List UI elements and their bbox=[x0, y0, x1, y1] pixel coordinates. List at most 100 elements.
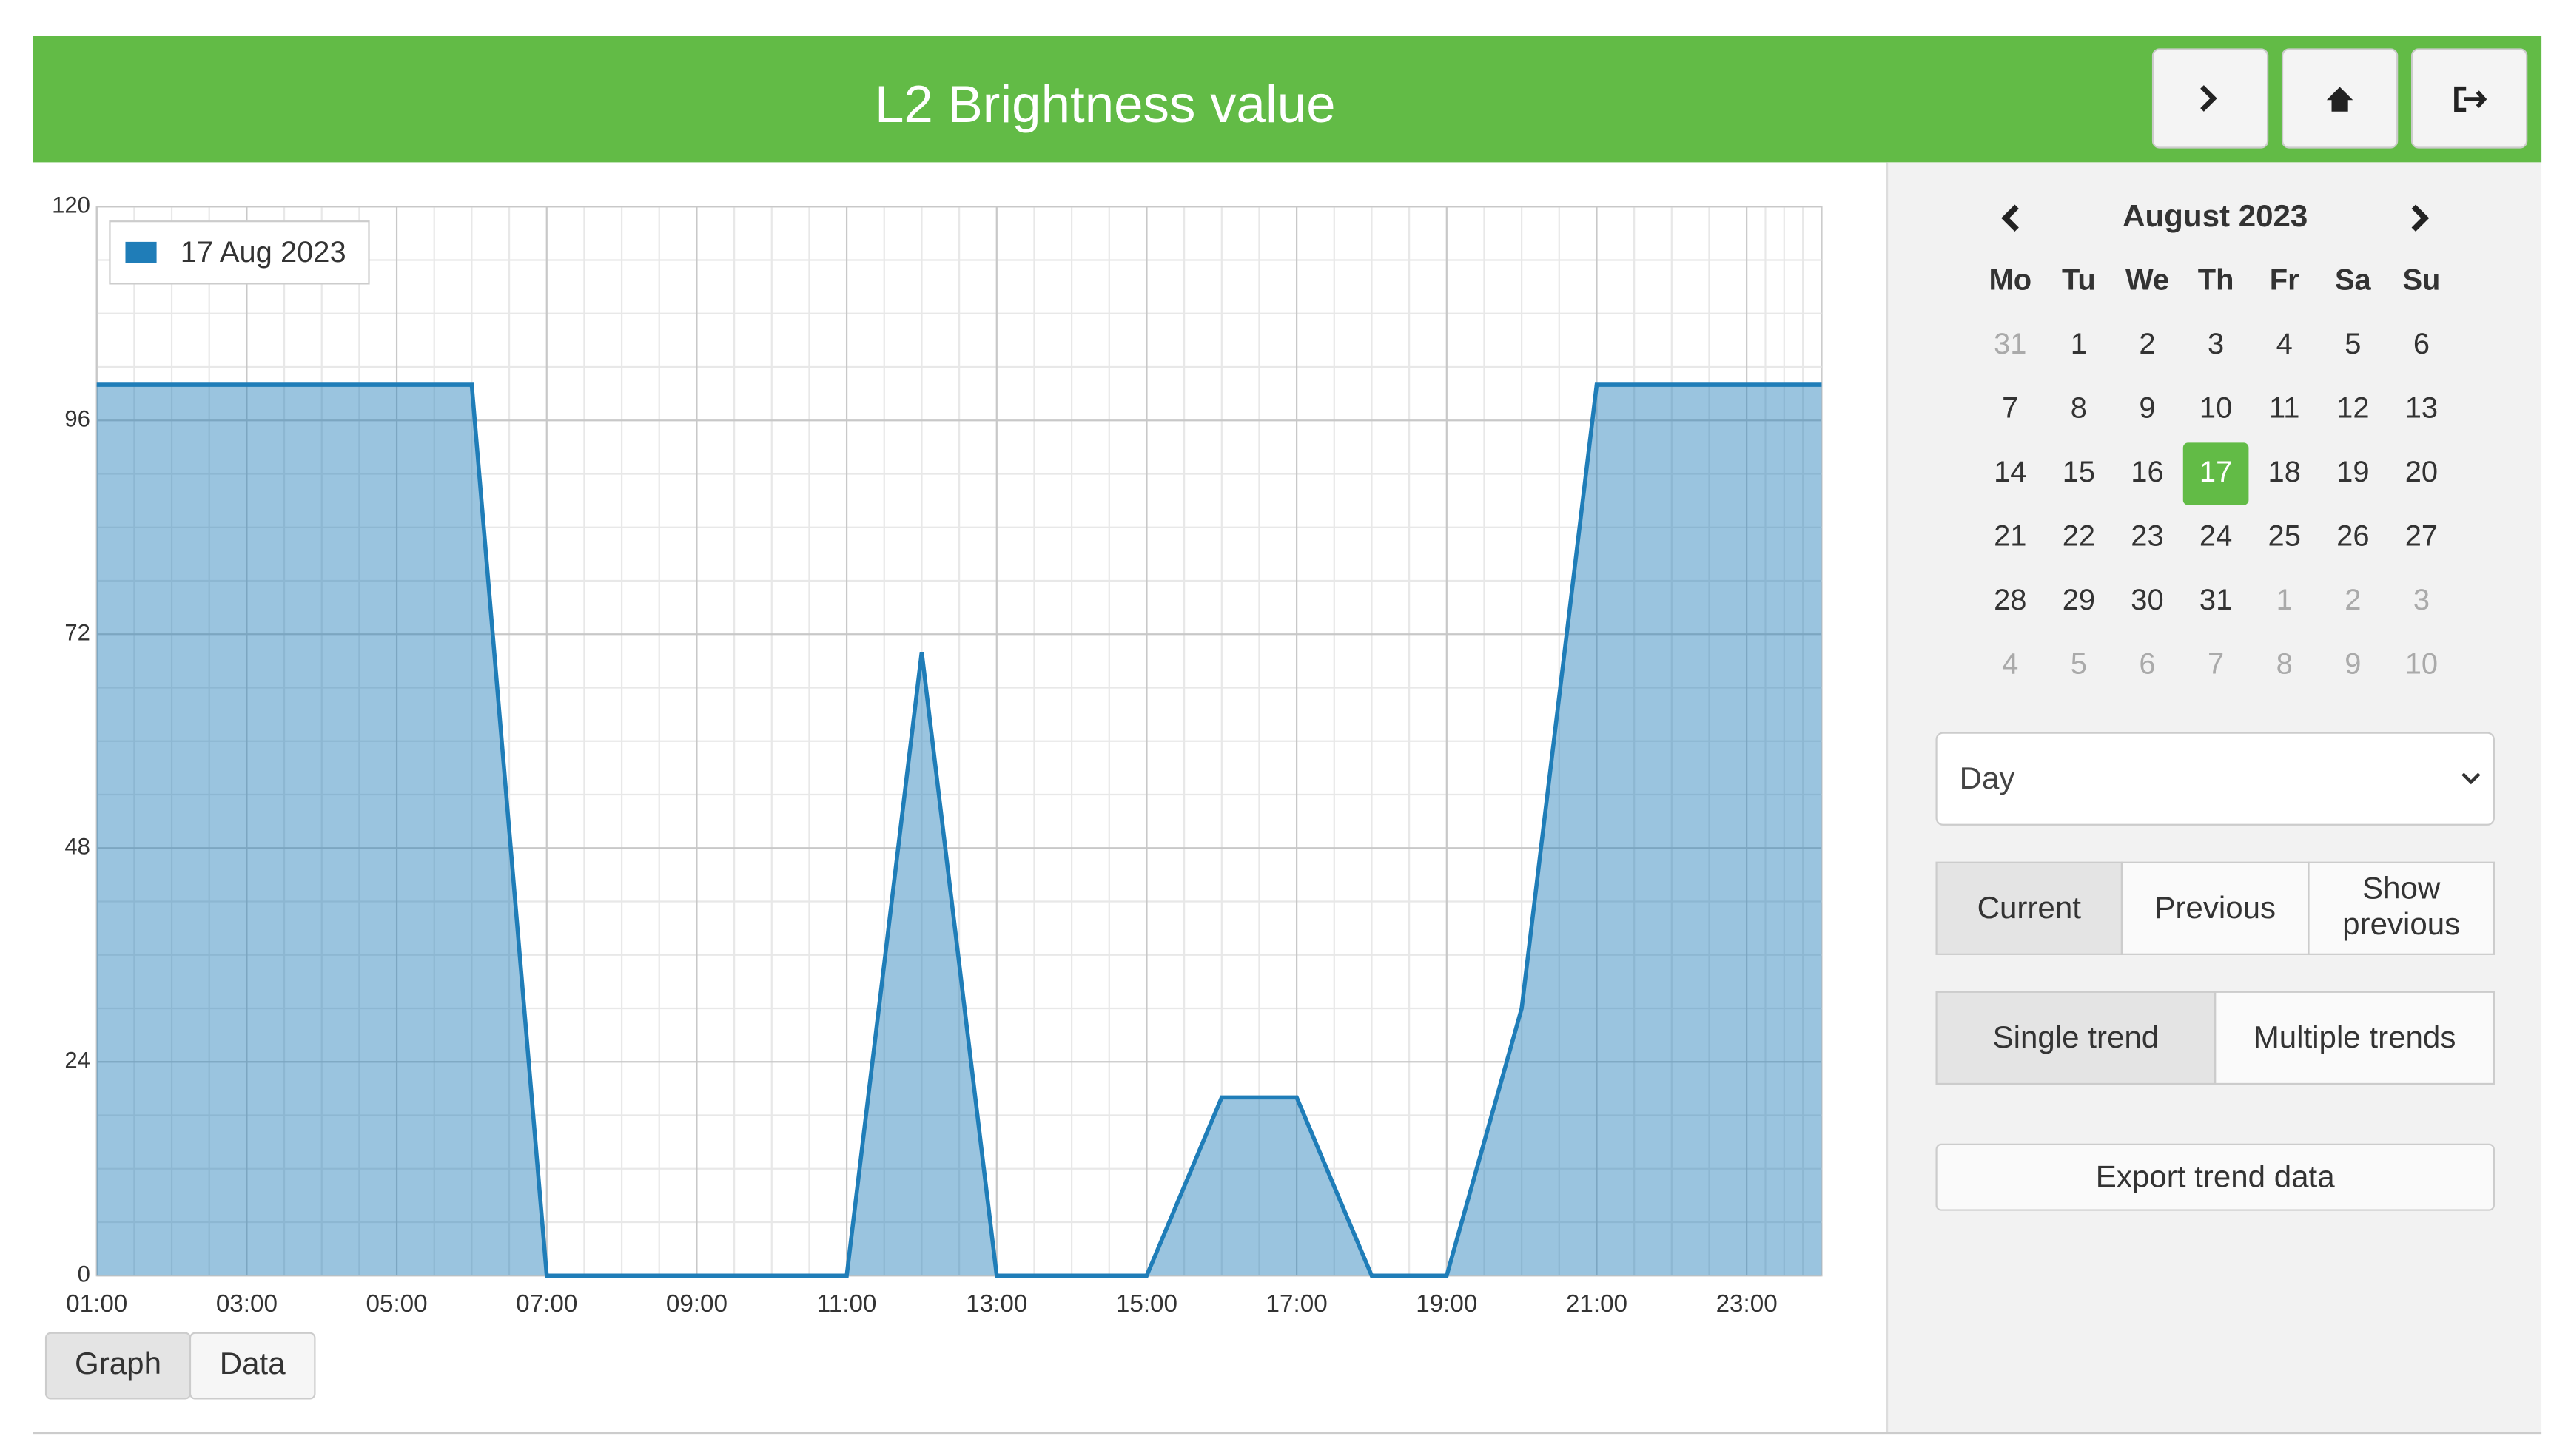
calendar-day[interactable]: 3 bbox=[2208, 328, 2224, 360]
y-tick-label: 72 bbox=[64, 619, 90, 645]
calendar-day[interactable]: 22 bbox=[2063, 519, 2095, 552]
button-label: Multiple trends bbox=[2254, 1019, 2456, 1054]
x-tick-label: 01:00 bbox=[66, 1290, 127, 1318]
calendar-day[interactable]: 14 bbox=[1994, 456, 2026, 488]
calendar-day[interactable]: 31 bbox=[1994, 328, 2026, 360]
calendar-day[interactable]: 1 bbox=[2276, 584, 2293, 616]
calendar-day[interactable]: 19 bbox=[2336, 456, 2369, 488]
toggle-button[interactable] bbox=[1935, 861, 2123, 955]
legend-label: 17 Aug 2023 bbox=[181, 236, 346, 269]
weekday-label: Mo bbox=[1989, 264, 2031, 297]
x-tick-label: 19:00 bbox=[1416, 1290, 1477, 1318]
weekday-label: Th bbox=[2198, 264, 2234, 297]
calendar-day[interactable]: 29 bbox=[2063, 584, 2095, 616]
y-tick-label: 48 bbox=[64, 833, 90, 859]
logout-icon bbox=[2454, 86, 2487, 112]
home-icon bbox=[2326, 87, 2353, 112]
legend-swatch bbox=[124, 240, 158, 265]
calendar-day[interactable]: 18 bbox=[2268, 456, 2301, 488]
calendar-day[interactable]: 11 bbox=[2269, 392, 2299, 425]
calendar-day[interactable]: 15 bbox=[2063, 456, 2095, 488]
button-label: Current bbox=[1977, 890, 2082, 925]
calendar-day[interactable]: 2 bbox=[2139, 328, 2155, 360]
y-tick-label: 96 bbox=[64, 405, 90, 431]
x-tick-label: 05:00 bbox=[366, 1290, 428, 1318]
calendar-day[interactable]: 4 bbox=[2002, 647, 2018, 680]
x-tick-label: 13:00 bbox=[966, 1290, 1027, 1318]
y-tick-label: 120 bbox=[52, 192, 90, 218]
x-tick-label: 07:00 bbox=[516, 1290, 577, 1318]
next-month[interactable] bbox=[2411, 204, 2430, 232]
header-bar bbox=[33, 36, 2542, 163]
forward-icon bbox=[2200, 85, 2217, 112]
selected-day bbox=[2182, 442, 2249, 505]
series-line bbox=[96, 382, 1822, 1278]
calendar-day[interactable]: 6 bbox=[2413, 328, 2430, 360]
calendar-day[interactable]: 30 bbox=[2131, 584, 2163, 616]
page-title: L2 Brightness value bbox=[875, 75, 1336, 134]
button-label: Previous bbox=[2154, 890, 2276, 925]
calendar-day[interactable]: 4 bbox=[2276, 328, 2293, 360]
calendar-day[interactable]: 20 bbox=[2405, 456, 2438, 488]
toggle-button[interactable] bbox=[1935, 991, 2217, 1085]
x-tick-label: 11:00 bbox=[817, 1290, 877, 1318]
weekday-label: Fr bbox=[2270, 264, 2299, 297]
toggle-label: Data bbox=[220, 1346, 286, 1381]
calendar-day[interactable]: 9 bbox=[2345, 647, 2361, 680]
calendar-day[interactable]: 23 bbox=[2131, 519, 2163, 552]
calendar-day[interactable]: 2 bbox=[2345, 584, 2361, 616]
button-label: Show previous bbox=[2342, 871, 2460, 942]
weekday-label: Tu bbox=[2062, 264, 2096, 297]
calendar-day[interactable]: 28 bbox=[1994, 584, 2026, 616]
prev-month[interactable] bbox=[2001, 204, 2019, 232]
chart: 0 24 48 72 96 120 01:00 03:00 05:00 07:00 09:00 11:… bbox=[44, 192, 1823, 1400]
calendar-day[interactable]: 25 bbox=[2268, 519, 2301, 552]
toggle-button[interactable] bbox=[189, 1332, 316, 1400]
calendar-day[interactable]: 10 bbox=[2405, 647, 2438, 680]
calendar-day[interactable]: 8 bbox=[2276, 647, 2293, 680]
calendar-day[interactable]: 7 bbox=[2208, 647, 2224, 680]
period-select[interactable] bbox=[1935, 732, 2495, 826]
calendar-day[interactable]: 21 bbox=[1994, 519, 2026, 552]
calendar-day[interactable]: 16 bbox=[2131, 456, 2163, 488]
y-tick-label: 24 bbox=[64, 1047, 90, 1073]
calendar-day[interactable]: 5 bbox=[2345, 328, 2361, 360]
y-tick-label: 0 bbox=[78, 1261, 90, 1287]
calendar-day[interactable]: 8 bbox=[2071, 392, 2087, 425]
calendar-day[interactable]: 12 bbox=[2336, 392, 2369, 425]
select-caret bbox=[2461, 772, 2481, 785]
x-tick-label: 23:00 bbox=[1716, 1290, 1778, 1318]
calendar-day[interactable]: 17 bbox=[2199, 456, 2232, 488]
calendar-day[interactable]: 26 bbox=[2336, 519, 2369, 552]
calendar-day[interactable]: 27 bbox=[2405, 519, 2438, 552]
x-tick-label: 21:00 bbox=[1566, 1290, 1627, 1318]
button-label: Single trend bbox=[1993, 1019, 2160, 1054]
weekday-label: We bbox=[2125, 264, 2169, 297]
month-label: August 2023 bbox=[2123, 198, 2308, 233]
toggle-button[interactable] bbox=[2214, 991, 2495, 1085]
calendar-day[interactable]: 24 bbox=[2199, 519, 2232, 552]
calendar-day[interactable]: 10 bbox=[2199, 392, 2232, 425]
calendar-day[interactable]: 5 bbox=[2071, 647, 2087, 680]
calendar-day[interactable]: 9 bbox=[2139, 392, 2155, 425]
toggle-button[interactable] bbox=[2308, 861, 2495, 955]
period-select-value: Day bbox=[1960, 761, 2015, 795]
weekday-label: Sa bbox=[2335, 264, 2372, 297]
calendar-day[interactable]: 31 bbox=[2199, 584, 2232, 616]
x-tick-label: 09:00 bbox=[666, 1290, 727, 1318]
export-button[interactable] bbox=[1935, 1143, 2495, 1211]
calendar-day[interactable]: 3 bbox=[2413, 584, 2430, 616]
calendar-day[interactable]: 6 bbox=[2139, 647, 2155, 680]
area-fill bbox=[96, 385, 1822, 1276]
calendar-day[interactable]: 7 bbox=[2002, 392, 2018, 425]
export-label: Export trend data bbox=[2096, 1159, 2335, 1194]
calendar-day[interactable]: 1 bbox=[2071, 328, 2087, 360]
x-tick-label: 17:00 bbox=[1266, 1290, 1328, 1318]
toggle-label: Graph bbox=[75, 1346, 161, 1381]
calendar-day[interactable]: 13 bbox=[2405, 392, 2438, 425]
weekday-label: Su bbox=[2402, 264, 2440, 297]
nav-buttons bbox=[2151, 48, 2528, 149]
